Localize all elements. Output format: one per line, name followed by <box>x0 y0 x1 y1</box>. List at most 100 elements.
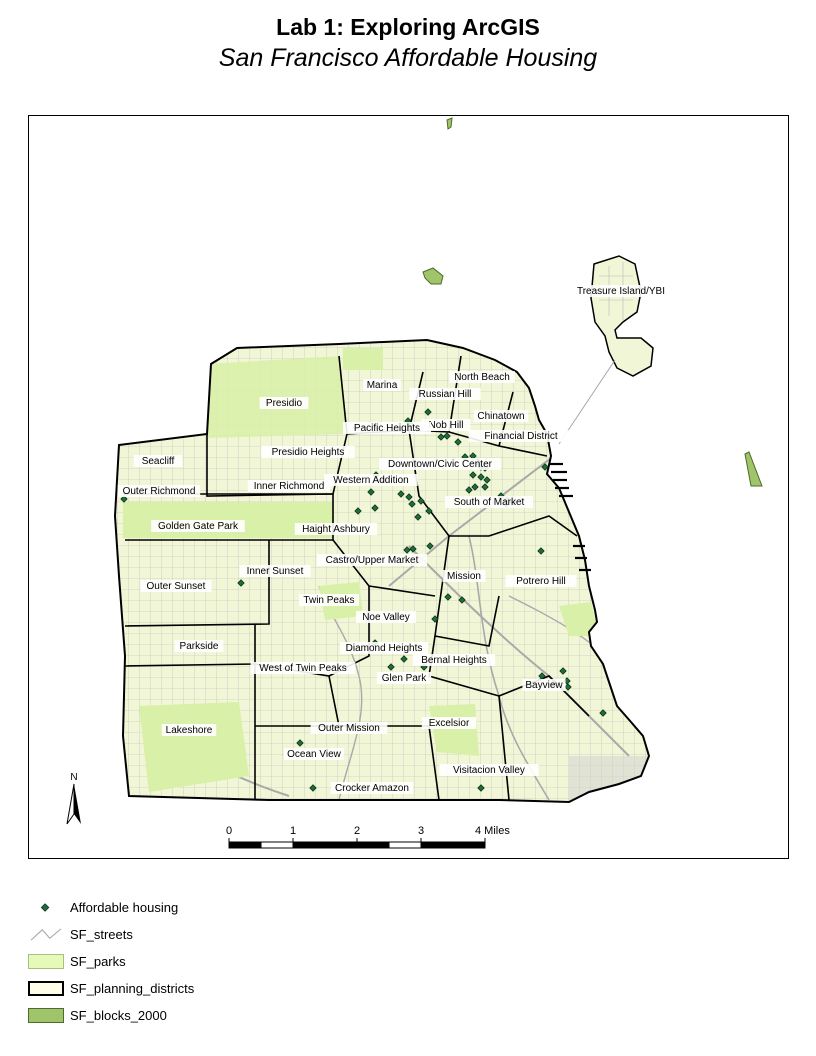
district-label-bg <box>247 480 331 492</box>
park-candlestick <box>559 602 599 636</box>
park-marina-green <box>343 348 383 370</box>
district-label-bg <box>117 485 201 497</box>
district-label: Twin Peaks <box>303 595 354 606</box>
district-label: Outer Richmond <box>123 486 196 497</box>
district-label-bg <box>250 662 356 674</box>
district-label: Bernal Heights <box>421 655 487 666</box>
district-label-bg <box>284 748 344 760</box>
legend: Affordable housing SF_streets SF_parks S… <box>28 898 428 1033</box>
legend-item-sf-planning-districts: SF_planning_districts <box>28 979 428 1006</box>
affordable-housing-point[interactable] <box>564 683 572 691</box>
park-mclaren <box>429 704 479 756</box>
legend-label: SF_parks <box>70 954 126 969</box>
district-label: Castro/Upper Market <box>326 555 419 566</box>
affordable-housing-point[interactable] <box>458 596 466 604</box>
district-label-bg <box>505 575 577 587</box>
district-label: Parkside <box>180 641 219 652</box>
map-subtitle: San Francisco Affordable Housing <box>218 44 598 72</box>
scale-bar-segment <box>388 841 422 849</box>
affordable-housing-point[interactable] <box>414 513 422 521</box>
affordable-housing-point[interactable] <box>387 663 395 671</box>
affordable-housing-point[interactable] <box>477 784 485 792</box>
affordable-housing-point[interactable] <box>425 507 433 515</box>
affordable-housing-point[interactable] <box>541 463 549 471</box>
district-label-bg <box>324 474 418 486</box>
affordable-housing-point[interactable] <box>431 615 439 623</box>
district-label-bg <box>409 388 481 400</box>
farallon-island <box>446 117 453 130</box>
district-label: Lakeshore <box>166 725 213 736</box>
district-label-bg <box>239 565 311 577</box>
affordable-housing-point[interactable] <box>471 483 479 491</box>
affordable-housing-point[interactable] <box>481 483 489 491</box>
district-label: Downtown/Civic Center <box>388 459 493 470</box>
affordable-housing-point[interactable] <box>309 784 317 792</box>
affordable-housing-point[interactable] <box>483 476 491 484</box>
district-label: Bayview <box>525 680 563 691</box>
district-label-bg <box>294 523 378 535</box>
district-label-bg <box>343 422 431 434</box>
district-label-bg <box>376 672 432 684</box>
affordable-housing-point[interactable] <box>405 493 413 501</box>
district-label: Western Addition <box>333 475 408 486</box>
affordable-housing-point[interactable] <box>403 546 411 554</box>
yerba-buena-shoal <box>744 451 763 487</box>
district-label-bg <box>412 654 496 666</box>
piers <box>549 462 591 572</box>
affordable-housing-point[interactable] <box>367 488 375 496</box>
district-label: South of Market <box>454 497 525 508</box>
affordable-housing-point[interactable] <box>400 655 408 663</box>
legend-label: SF_planning_districts <box>70 981 195 996</box>
affordable-housing-point[interactable] <box>354 507 362 515</box>
district-label: Potrero Hill <box>516 576 565 587</box>
scale-bar: 0 1 2 3 4 Miles <box>226 825 510 849</box>
district-label: Russian Hill <box>419 389 472 400</box>
map-canvas[interactable]: Treasure Island/YBI North Beach Marina Russ… <box>29 116 789 859</box>
affordable-housing-point[interactable] <box>599 709 607 717</box>
affordable-housing-point[interactable] <box>296 739 304 747</box>
district-label: Presidio Heights <box>272 447 345 458</box>
legend-item-sf-streets: SF_streets <box>28 925 428 952</box>
district-label: North Beach <box>454 372 510 383</box>
affordable-housing-point[interactable] <box>437 433 445 441</box>
district-label: Diamond Heights <box>346 643 423 654</box>
scale-bar-segment <box>324 841 358 849</box>
treasure-island[interactable] <box>590 255 654 377</box>
affordable-housing-point[interactable] <box>559 667 567 675</box>
affordable-housing-point[interactable] <box>469 471 477 479</box>
affordable-housing-point[interactable] <box>454 438 462 446</box>
district-label-bg <box>522 679 566 691</box>
affordable-housing-point[interactable] <box>465 486 473 494</box>
affordable-housing-point[interactable] <box>408 500 416 508</box>
affordable-housing-point[interactable] <box>120 495 128 503</box>
affordable-housing-point[interactable] <box>409 545 417 553</box>
map-title: Lab 1: Exploring ArcGIS <box>276 14 540 40</box>
affordable-housing-point[interactable] <box>477 473 485 481</box>
affordable-housing-point[interactable] <box>443 432 451 440</box>
affordable-housing-point[interactable] <box>417 497 425 505</box>
polygon-swatch <box>28 1008 64 1023</box>
scale-bar-segment <box>228 841 262 849</box>
district-labels: Treasure Island/YBI North Beach Marina Russ… <box>117 285 677 794</box>
map-frame[interactable]: Treasure Island/YBI North Beach Marina Russ… <box>28 115 789 859</box>
district-label-bg <box>330 782 414 794</box>
district-label-bg <box>445 496 533 508</box>
affordable-housing-point[interactable] <box>371 504 379 512</box>
district-label-bg <box>356 611 416 623</box>
affordable-housing-point[interactable] <box>424 408 432 416</box>
affordable-housing-point[interactable] <box>397 490 405 498</box>
affordable-housing-point[interactable] <box>426 542 434 550</box>
affordable-housing-point[interactable] <box>444 593 452 601</box>
district-label: Glen Park <box>382 673 427 684</box>
district-label-bg <box>421 419 471 431</box>
scale-bar-label: 1 <box>290 825 296 837</box>
scale-bar-segment <box>420 841 454 849</box>
polygon-swatch <box>28 981 64 996</box>
district-label: Ocean View <box>287 749 342 760</box>
district-label-bg <box>151 520 245 532</box>
affordable-housing-point[interactable] <box>537 547 545 555</box>
affordable-housing-point[interactable] <box>237 579 245 587</box>
district-label: Visitacion Valley <box>453 765 525 776</box>
district-label-bg <box>379 458 501 470</box>
district-label: Golden Gate Park <box>158 521 239 532</box>
